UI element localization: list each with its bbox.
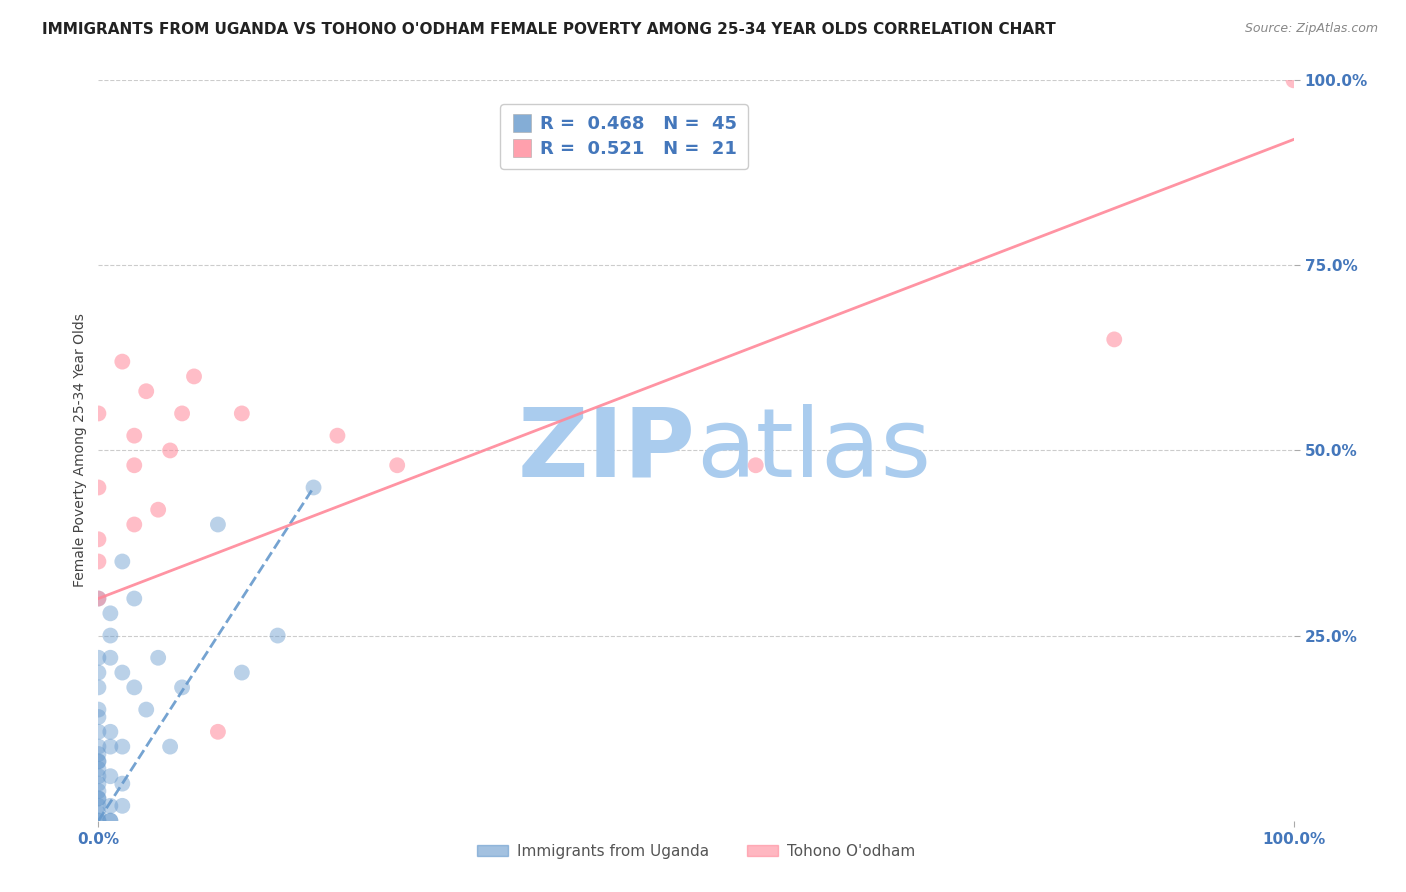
Text: IMMIGRANTS FROM UGANDA VS TOHONO O'ODHAM FEMALE POVERTY AMONG 25-34 YEAR OLDS CO: IMMIGRANTS FROM UGANDA VS TOHONO O'ODHAM… (42, 22, 1056, 37)
Point (87, 591, 110, 606)
Point (87, 710, 110, 724)
Point (87, 806, 110, 821)
Point (98, 628, 122, 642)
Point (98, 724, 122, 739)
Point (1282, 73, 1305, 87)
Point (148, 650, 170, 665)
Point (1104, 332, 1126, 346)
Point (98, 814, 122, 828)
Point (87, 555, 110, 569)
Point (172, 407, 194, 421)
Point (87, 747, 110, 761)
Point (111, 739, 134, 754)
Point (159, 443, 181, 458)
Point (87, 791, 110, 805)
Point (207, 724, 229, 739)
Point (98, 814, 122, 828)
Point (267, 628, 290, 642)
Point (124, 591, 146, 606)
Point (172, 681, 194, 695)
Point (87, 480, 110, 494)
Point (135, 384, 157, 399)
Point (98, 607, 122, 621)
Point (385, 458, 409, 473)
Point (231, 665, 253, 680)
Point (98, 769, 122, 783)
Point (231, 407, 253, 421)
Legend: Immigrants from Uganda, Tohono O'odham: Immigrants from Uganda, Tohono O'odham (471, 838, 921, 865)
Point (111, 555, 134, 569)
Text: atlas: atlas (696, 404, 931, 497)
Point (302, 480, 325, 494)
Point (326, 428, 349, 442)
Point (87, 665, 110, 680)
Point (135, 703, 157, 717)
Point (148, 502, 170, 516)
Point (87, 791, 110, 805)
Point (87, 784, 110, 798)
Point (87, 739, 110, 754)
Point (87, 762, 110, 776)
Point (87, 755, 110, 769)
Point (111, 776, 134, 791)
Point (124, 517, 146, 532)
Point (111, 354, 134, 368)
Point (98, 650, 122, 665)
Point (87, 798, 110, 813)
Point (111, 798, 134, 813)
Point (98, 798, 122, 813)
Point (159, 739, 181, 754)
Y-axis label: Female Poverty Among 25-34 Year Olds: Female Poverty Among 25-34 Year Olds (73, 313, 87, 588)
Point (87, 755, 110, 769)
Point (183, 369, 205, 384)
Point (98, 739, 122, 754)
Point (87, 681, 110, 695)
Point (124, 428, 146, 442)
Point (87, 703, 110, 717)
Point (87, 814, 110, 828)
Point (87, 776, 110, 791)
Point (207, 517, 229, 532)
Point (87, 407, 110, 421)
Point (111, 665, 134, 680)
Point (87, 650, 110, 665)
Point (124, 681, 146, 695)
Point (87, 533, 110, 547)
Point (87, 814, 110, 828)
Point (745, 458, 768, 473)
Text: ZIP: ZIP (517, 404, 696, 497)
Point (87, 724, 110, 739)
Point (87, 769, 110, 783)
Point (87, 591, 110, 606)
Text: Source: ZipAtlas.com: Source: ZipAtlas.com (1244, 22, 1378, 36)
Point (124, 458, 146, 473)
